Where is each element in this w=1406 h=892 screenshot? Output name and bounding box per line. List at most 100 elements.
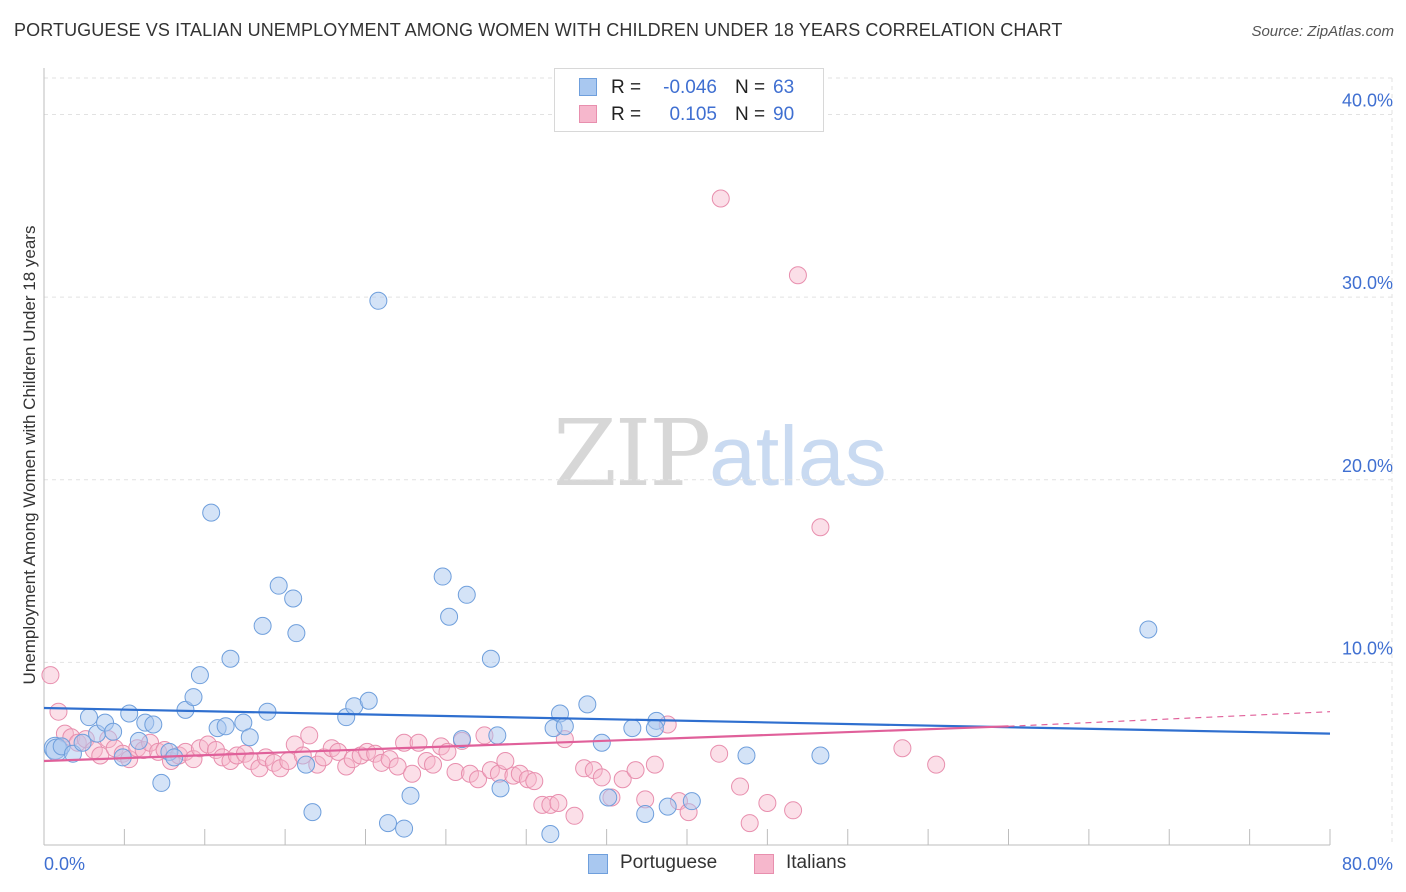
- portuguese-point: [269, 576, 288, 595]
- italians-point: [300, 726, 319, 745]
- italians-point: [496, 751, 515, 770]
- legend-row-italians: R = 0.105 N = 90: [555, 102, 823, 128]
- portuguese-trend-line: [43, 706, 1331, 735]
- portuguese-point: [636, 804, 655, 823]
- portuguese-point: [592, 733, 611, 752]
- portuguese-point: [481, 649, 500, 668]
- portuguese-point: [202, 503, 221, 522]
- portuguese-point: [120, 704, 139, 723]
- italians-swatch: [579, 105, 597, 123]
- portuguese-point: [599, 788, 618, 807]
- italians-point: [329, 742, 348, 761]
- portuguese-point: [297, 755, 316, 774]
- portuguese-point: [152, 773, 171, 792]
- portuguese-point: [359, 691, 378, 710]
- portuguese-point: [221, 649, 240, 668]
- r-value: 0.105: [669, 104, 717, 125]
- portuguese-point: [303, 803, 322, 822]
- portuguese-point: [811, 746, 830, 765]
- italians-point: [403, 764, 422, 783]
- chart-title: PORTUGUESE VS ITALIAN UNEMPLOYMENT AMONG…: [14, 20, 1063, 40]
- italians-point: [927, 755, 946, 774]
- italians-point: [549, 793, 568, 812]
- portuguese-point: [73, 733, 92, 752]
- italians-point: [525, 772, 544, 791]
- r-value: -0.046: [663, 77, 717, 98]
- portuguese-point: [452, 730, 471, 749]
- portuguese-point: [645, 719, 664, 738]
- portuguese-point: [216, 717, 235, 736]
- portuguese-point: [284, 589, 303, 608]
- italians-swatch: [754, 854, 774, 874]
- italians-point: [758, 793, 777, 812]
- portuguese-point: [369, 291, 388, 310]
- italians-point: [337, 757, 356, 776]
- tick-labels: 10.0% 20.0% 30.0% 40.0% 0.0% 80.0%: [44, 91, 1393, 874]
- axes: [43, 68, 1331, 846]
- n-value: 90: [773, 104, 795, 125]
- portuguese-point: [440, 607, 459, 626]
- italians-trend-line: [43, 725, 1009, 763]
- portuguese-point: [658, 797, 677, 816]
- portuguese-point: [623, 719, 642, 738]
- legend-row-portuguese: R = -0.046 N = 63: [555, 75, 823, 101]
- watermark-zip: ZIP: [553, 400, 711, 507]
- y-tick-label: 30.0%: [1342, 273, 1393, 293]
- portuguese-point: [190, 666, 209, 685]
- portuguese-point: [578, 695, 597, 714]
- portuguese-point: [80, 708, 99, 727]
- y-tick-label: 20.0%: [1342, 456, 1393, 476]
- italians-point: [626, 761, 645, 780]
- italians-point: [710, 744, 729, 763]
- italians-point: [613, 770, 632, 789]
- portuguese-point: [737, 746, 756, 765]
- portuguese-point: [457, 585, 476, 604]
- y-tick-label: 10.0%: [1342, 638, 1393, 658]
- n-value: 63: [773, 77, 795, 98]
- r-label: R =: [611, 77, 642, 98]
- r-label: R =: [611, 104, 642, 125]
- italians-point: [41, 666, 60, 685]
- italians-point: [592, 768, 611, 787]
- watermark: ZIPatlas: [553, 400, 887, 507]
- portuguese-point: [144, 715, 163, 734]
- italians-point: [788, 266, 807, 285]
- italians-trend-line-extrapolated: [1008, 711, 1331, 727]
- italians-point: [740, 814, 759, 833]
- italians-point: [645, 755, 664, 774]
- italians-point: [518, 770, 537, 789]
- correlation-legend: R = -0.046 N = 63 R = 0.105 N = 90: [554, 68, 824, 132]
- n-label: N =: [735, 104, 766, 125]
- trend-lines: [43, 706, 1331, 763]
- portuguese-point: [1139, 620, 1158, 639]
- portuguese-point: [253, 616, 272, 635]
- portuguese-point: [184, 688, 203, 707]
- legend-label: Italians: [786, 852, 847, 873]
- italians-point: [469, 770, 488, 789]
- portuguese-point: [555, 717, 574, 736]
- italians-point: [388, 757, 407, 776]
- portuguese-swatch: [579, 78, 597, 96]
- x-tick-label: 80.0%: [1342, 854, 1393, 874]
- portuguese-point: [491, 779, 510, 798]
- italians-point: [811, 518, 830, 537]
- portuguese-point: [541, 825, 560, 844]
- n-label: N =: [735, 77, 766, 98]
- italians-point: [424, 755, 443, 774]
- italians-point: [731, 777, 750, 796]
- portuguese-point: [129, 731, 148, 750]
- portuguese-points: [43, 291, 1158, 844]
- portuguese-point: [287, 624, 306, 643]
- italians-point: [711, 189, 730, 208]
- italians-point: [565, 806, 584, 825]
- portuguese-point: [488, 726, 507, 745]
- portuguese-point: [433, 567, 452, 586]
- y-tick-label: 40.0%: [1342, 91, 1393, 111]
- legend-label: Portuguese: [620, 852, 718, 873]
- portuguese-point: [104, 722, 123, 741]
- portuguese-point: [682, 792, 701, 811]
- y-axis-label: Unemployment Among Women with Children U…: [20, 225, 39, 685]
- italians-point: [504, 766, 523, 785]
- source-label: Source: ZipAtlas.com: [1251, 23, 1394, 40]
- italians-point: [784, 801, 803, 820]
